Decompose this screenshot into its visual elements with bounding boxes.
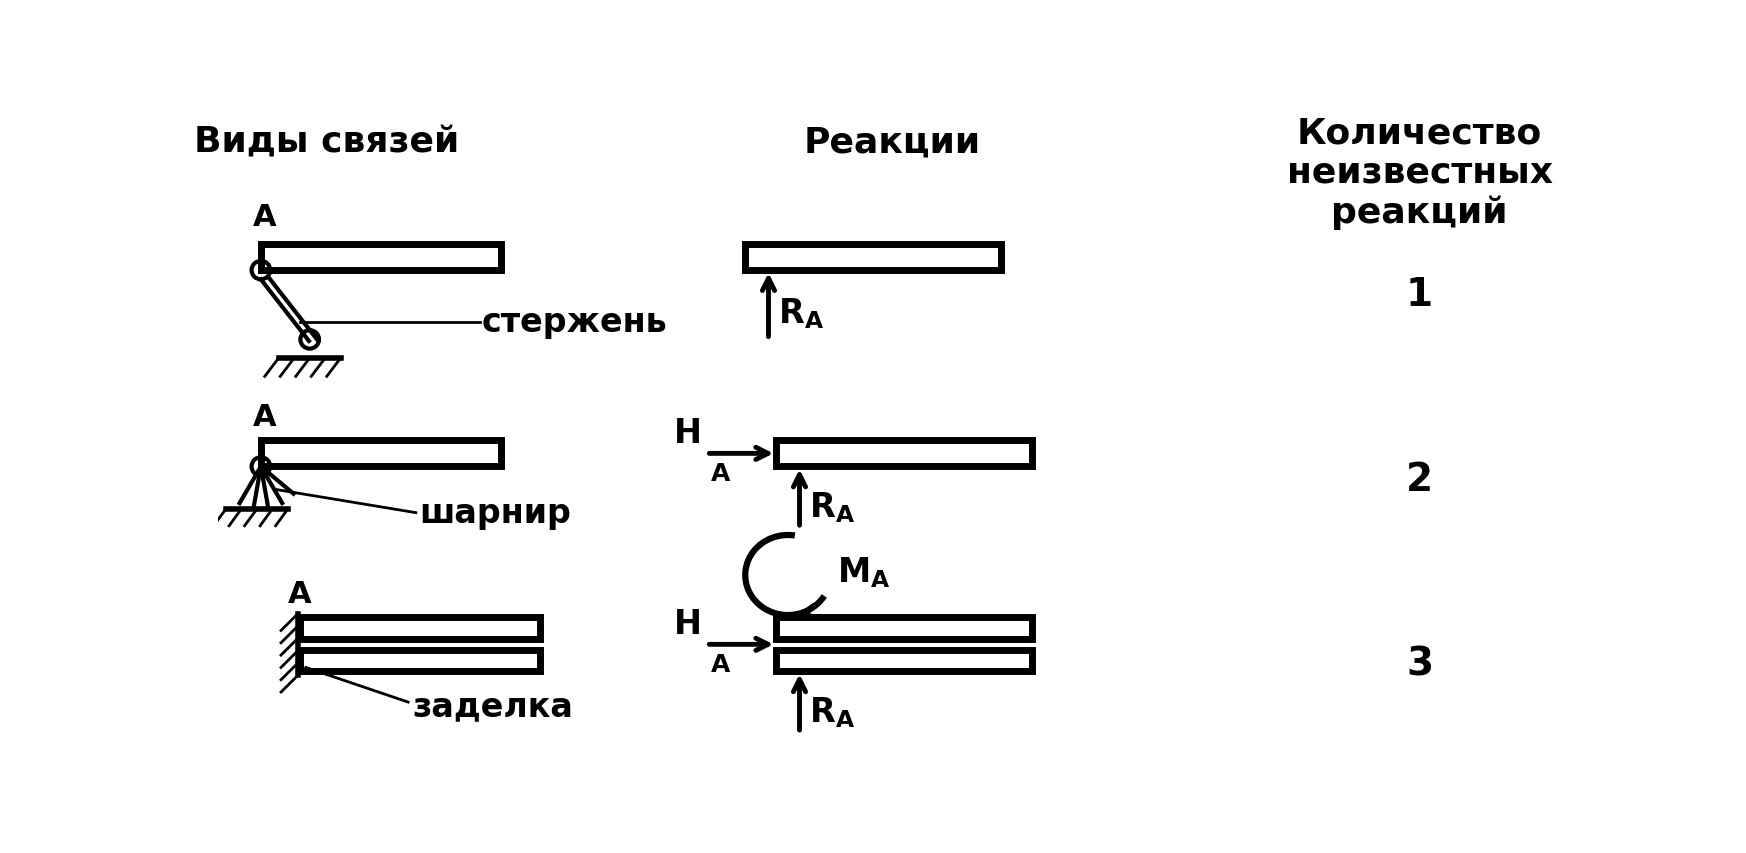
Text: шарнир: шарнир <box>419 496 571 530</box>
Bar <box>260 441 501 467</box>
Text: A: A <box>288 579 311 608</box>
Text: $\mathbf{H}$: $\mathbf{H}$ <box>674 416 700 450</box>
Bar <box>300 618 540 639</box>
Text: 1: 1 <box>1406 276 1433 314</box>
Text: заделка: заделка <box>412 689 573 722</box>
Text: $\mathbf{R}_\mathbf{A}$: $\mathbf{R}_\mathbf{A}$ <box>808 694 856 728</box>
Text: Количество
неизвестных
реакций: Количество неизвестных реакций <box>1287 116 1552 229</box>
Text: $\mathbf{A}$: $\mathbf{A}$ <box>711 653 732 676</box>
Text: Виды связей: Виды связей <box>194 125 459 160</box>
Bar <box>260 245 501 270</box>
Bar <box>777 618 1032 639</box>
Text: $\mathbf{R}_\mathbf{A}$: $\mathbf{R}_\mathbf{A}$ <box>808 490 856 525</box>
Bar <box>300 650 540 671</box>
Text: A: A <box>253 403 276 432</box>
Bar <box>777 650 1032 671</box>
Bar <box>777 441 1032 467</box>
Text: $\mathbf{R}_\mathbf{A}$: $\mathbf{R}_\mathbf{A}$ <box>777 296 824 330</box>
Text: A: A <box>253 202 276 231</box>
Bar <box>746 245 1000 270</box>
Text: стержень: стержень <box>482 306 667 339</box>
Text: $\mathbf{M}_\mathbf{A}$: $\mathbf{M}_\mathbf{A}$ <box>836 554 890 589</box>
Text: $\mathbf{A}$: $\mathbf{A}$ <box>711 461 732 485</box>
Text: $\mathbf{H}$: $\mathbf{H}$ <box>674 607 700 640</box>
Text: Реакции: Реакции <box>803 125 981 160</box>
Text: 2: 2 <box>1406 461 1433 498</box>
Text: 3: 3 <box>1406 645 1433 682</box>
